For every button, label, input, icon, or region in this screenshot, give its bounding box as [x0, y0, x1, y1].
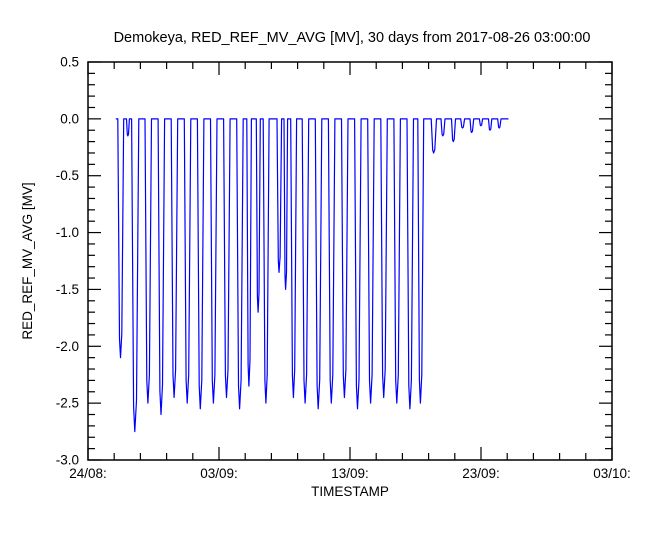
x-tick-label: 13/09: — [331, 466, 369, 481]
y-tick-label: -2.0 — [56, 339, 79, 354]
x-tick-label: 03/10: — [593, 466, 631, 481]
x-tick-label: 23/09: — [462, 466, 500, 481]
y-tick-label: 0.5 — [60, 55, 79, 70]
tick-labels-group: 24/08: 03/09: 13/09: 23/09: 03/10: 0.5 0.0 -0.5… — [56, 55, 631, 482]
y-tick-label: -3.0 — [56, 453, 79, 468]
y-tick-label: -1.5 — [56, 282, 79, 297]
x-tick-label: 24/08: — [69, 466, 107, 481]
y-tick-label: 0.0 — [60, 111, 79, 126]
y-tick-label: -0.5 — [56, 168, 79, 183]
plot-frame-group — [87, 61, 613, 461]
ticks-group — [87, 61, 613, 461]
chart-title: Demokeya, RED_REF_MV_AVG [MV], 30 days f… — [114, 30, 591, 46]
data-series-group — [115, 118, 509, 433]
y-tick-label: -2.5 — [56, 396, 79, 411]
data-line — [115, 118, 509, 433]
y-tick-label: -1.0 — [56, 225, 79, 240]
x-tick-label: 03/09: — [200, 466, 238, 481]
plot-frame — [87, 61, 613, 461]
y-axis-label: RED_REF_MV_AVG [MV] — [20, 182, 35, 339]
x-axis-label: TIMESTAMP — [311, 484, 389, 499]
